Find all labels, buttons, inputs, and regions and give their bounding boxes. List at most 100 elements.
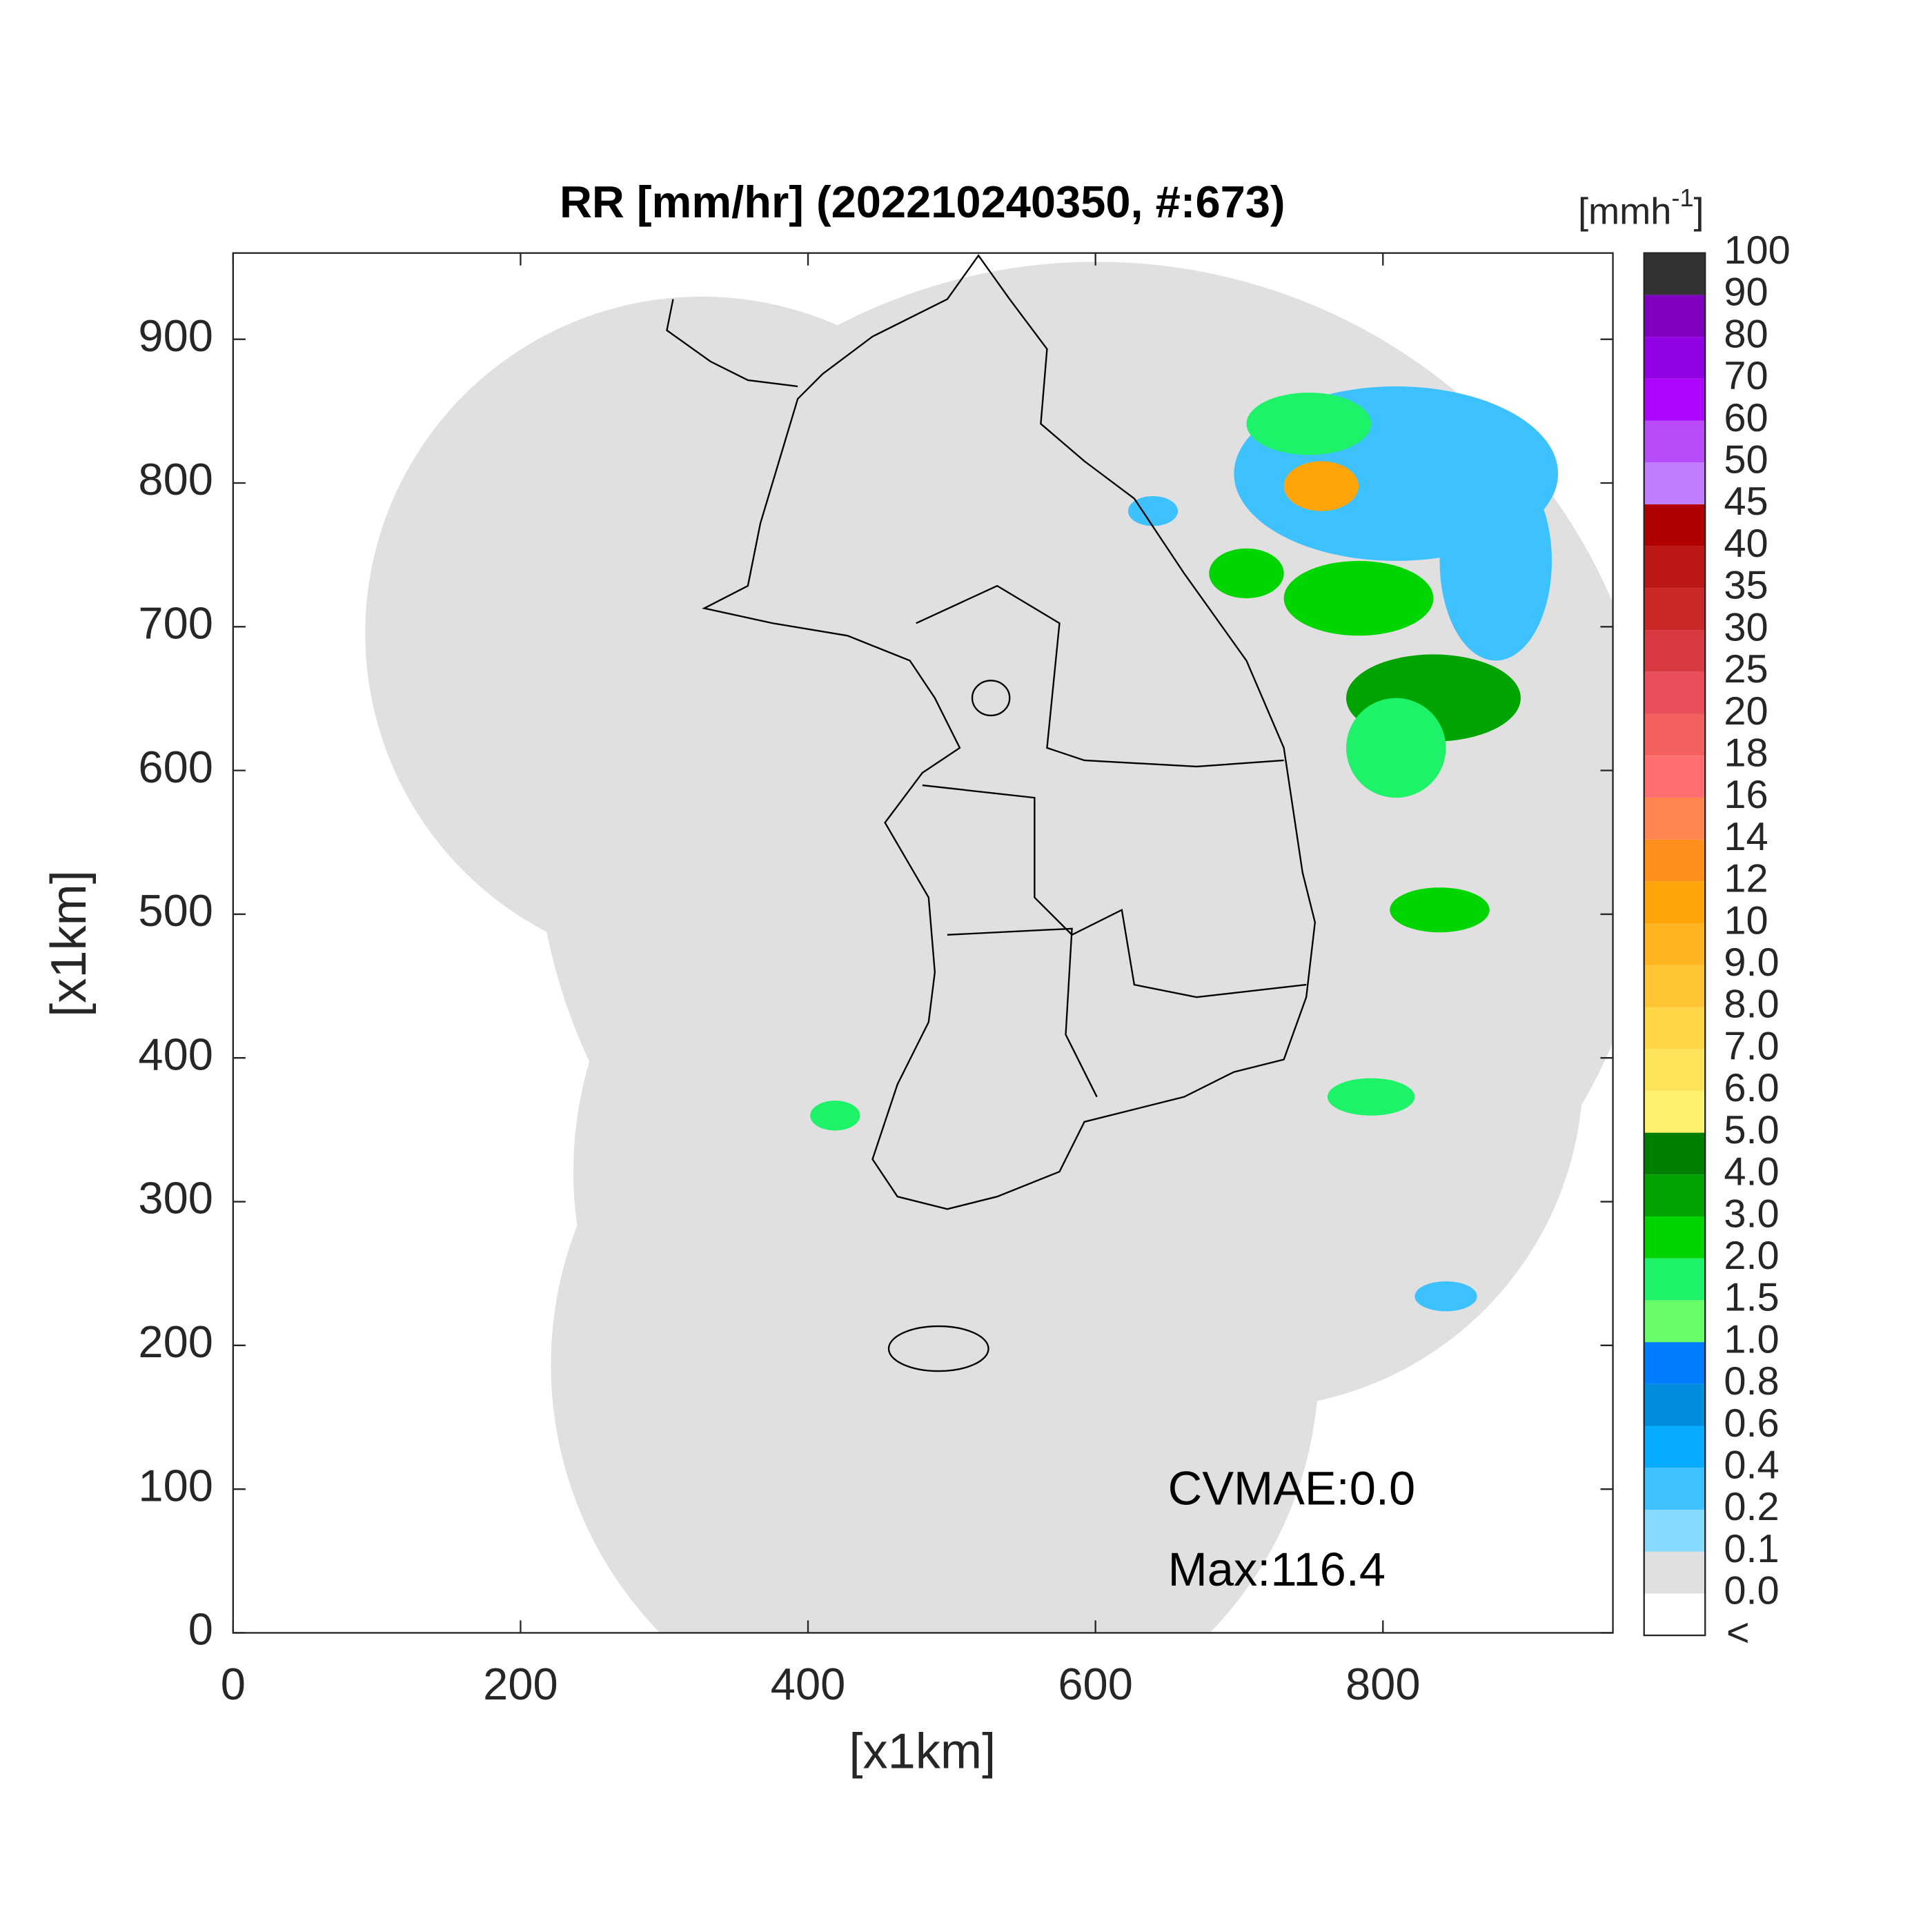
y-axis-label: [x1km] xyxy=(41,870,97,1017)
colorbar-label: 0.8 xyxy=(1724,1359,1779,1403)
y-tick-label: 0 xyxy=(188,1604,213,1655)
annotation: Max:116.4 xyxy=(1168,1543,1386,1596)
colorbar-label: 35 xyxy=(1724,564,1768,608)
colorbar-label: 10 xyxy=(1724,898,1768,943)
colorbar-bin xyxy=(1644,1300,1706,1343)
rain-echo xyxy=(1283,461,1359,511)
y-tick-label: 600 xyxy=(138,742,213,792)
coastline xyxy=(666,254,1316,1372)
colorbar-label: 45 xyxy=(1724,480,1768,524)
colorbar-label: 0.4 xyxy=(1724,1443,1779,1487)
colorbar-bin xyxy=(1644,923,1706,965)
province-line xyxy=(922,784,1307,998)
y-tick-label: 800 xyxy=(138,454,213,504)
colorbar-label: 12 xyxy=(1724,857,1768,901)
colorbar-bin xyxy=(1644,839,1706,882)
y-tick-label: 700 xyxy=(138,598,213,648)
x-tick-label: 400 xyxy=(771,1659,845,1709)
colorbar-bin xyxy=(1644,378,1706,421)
x-tick-label: 0 xyxy=(221,1659,246,1709)
colorbar-bin xyxy=(1644,1426,1706,1468)
colorbar-label: 1.0 xyxy=(1724,1317,1779,1361)
colorbar-bin xyxy=(1644,1174,1706,1216)
y-tick-label: 200 xyxy=(138,1317,213,1367)
colorbar-label: 100 xyxy=(1724,228,1790,273)
colorbar-bin xyxy=(1644,1049,1706,1091)
colorbar-label: 1.5 xyxy=(1724,1276,1779,1320)
colorbar-bin xyxy=(1644,965,1706,1007)
rain-echo xyxy=(1209,548,1284,599)
colorbar-label: 80 xyxy=(1724,312,1768,356)
province-line xyxy=(947,927,1098,1098)
x-tick-label: 800 xyxy=(1346,1659,1420,1709)
y-tick-label: 900 xyxy=(138,310,213,361)
y-tick-label: 100 xyxy=(138,1460,213,1510)
province-line xyxy=(916,584,1284,768)
y-tick-label: 400 xyxy=(138,1029,213,1079)
unit-exponent: -1 xyxy=(1671,184,1693,212)
x-axis-label: [x1km] xyxy=(849,1724,996,1780)
colorbar-bin xyxy=(1644,1342,1706,1384)
unit-close: ] xyxy=(1694,191,1704,233)
colorbar-bin xyxy=(1644,797,1706,840)
colorbar-label: 6.0 xyxy=(1724,1066,1779,1110)
colorbar-label: 14 xyxy=(1724,815,1768,859)
rain-echo xyxy=(1127,495,1179,526)
colorbar-label: 9.0 xyxy=(1724,940,1779,985)
colorbar-label: 0.6 xyxy=(1724,1401,1779,1446)
y-tick-label: 300 xyxy=(138,1173,213,1223)
colorbar-label: 40 xyxy=(1724,522,1768,566)
colorbar-bin xyxy=(1644,881,1706,924)
colorbar-bin xyxy=(1644,1383,1706,1426)
rain-echo xyxy=(1246,393,1372,455)
colorbar-below-label: < xyxy=(1726,1610,1750,1655)
chart-title: RR [mm/hr] (202210240350, #:673) xyxy=(560,177,1285,227)
colorbar-bin xyxy=(1644,1132,1706,1175)
unit-base: [mmh xyxy=(1578,191,1671,233)
colorbar-bin xyxy=(1644,756,1706,798)
radar-circle xyxy=(909,735,1584,1409)
colorbar-bin xyxy=(1644,588,1706,631)
colorbar-bin xyxy=(1644,504,1706,546)
colorbar-bin xyxy=(1644,713,1706,756)
colorbar-bin xyxy=(1644,546,1706,589)
colorbar-label: 60 xyxy=(1724,396,1768,440)
colorbar-label: 4.0 xyxy=(1724,1150,1779,1194)
colorbar-label: 20 xyxy=(1724,689,1768,733)
rain-echo xyxy=(1439,461,1552,661)
peninsula-outline xyxy=(702,254,1316,1210)
colorbar-label: 5.0 xyxy=(1724,1108,1779,1152)
colorbar-bin xyxy=(1644,1090,1706,1133)
colorbar-label: 25 xyxy=(1724,647,1768,691)
colorbar-unit: [mmh-1] xyxy=(1578,184,1704,233)
colorbar-bin xyxy=(1644,420,1706,463)
rain-echo xyxy=(1327,1078,1415,1116)
colorbar-label: 7.0 xyxy=(1724,1024,1779,1068)
colorbar-bin xyxy=(1644,1551,1706,1594)
y-tick-label: 500 xyxy=(138,885,213,936)
map-layer xyxy=(365,254,1613,1633)
colorbar-label: 8.0 xyxy=(1724,983,1779,1027)
plot-frame xyxy=(232,252,1614,1634)
colorbar-label: 30 xyxy=(1724,605,1768,649)
colorbar-label: 0.0 xyxy=(1724,1569,1779,1613)
colorbar-bin xyxy=(1644,462,1706,504)
colorbar-bin xyxy=(1644,1593,1706,1636)
colorbar-bin xyxy=(1644,337,1706,379)
colorbar-frame xyxy=(1643,252,1706,1637)
rain-echo xyxy=(1390,887,1490,933)
colorbar-bin xyxy=(1644,1216,1706,1259)
colorbar-bin xyxy=(1644,1509,1706,1552)
colorbar-bin xyxy=(1644,1468,1706,1510)
colorbar-label: 0.1 xyxy=(1724,1527,1779,1571)
city-outline xyxy=(971,680,1011,717)
x-tick-label: 200 xyxy=(483,1659,558,1709)
rain-echo xyxy=(810,1101,860,1131)
colorbar-bin xyxy=(1644,630,1706,672)
colorbar-bin xyxy=(1644,1258,1706,1301)
annotation: CVMAE:0.0 xyxy=(1168,1461,1416,1515)
colorbar-label: 70 xyxy=(1724,354,1768,398)
colorbar-bin xyxy=(1644,253,1706,295)
colorbar-label: 3.0 xyxy=(1724,1192,1779,1236)
